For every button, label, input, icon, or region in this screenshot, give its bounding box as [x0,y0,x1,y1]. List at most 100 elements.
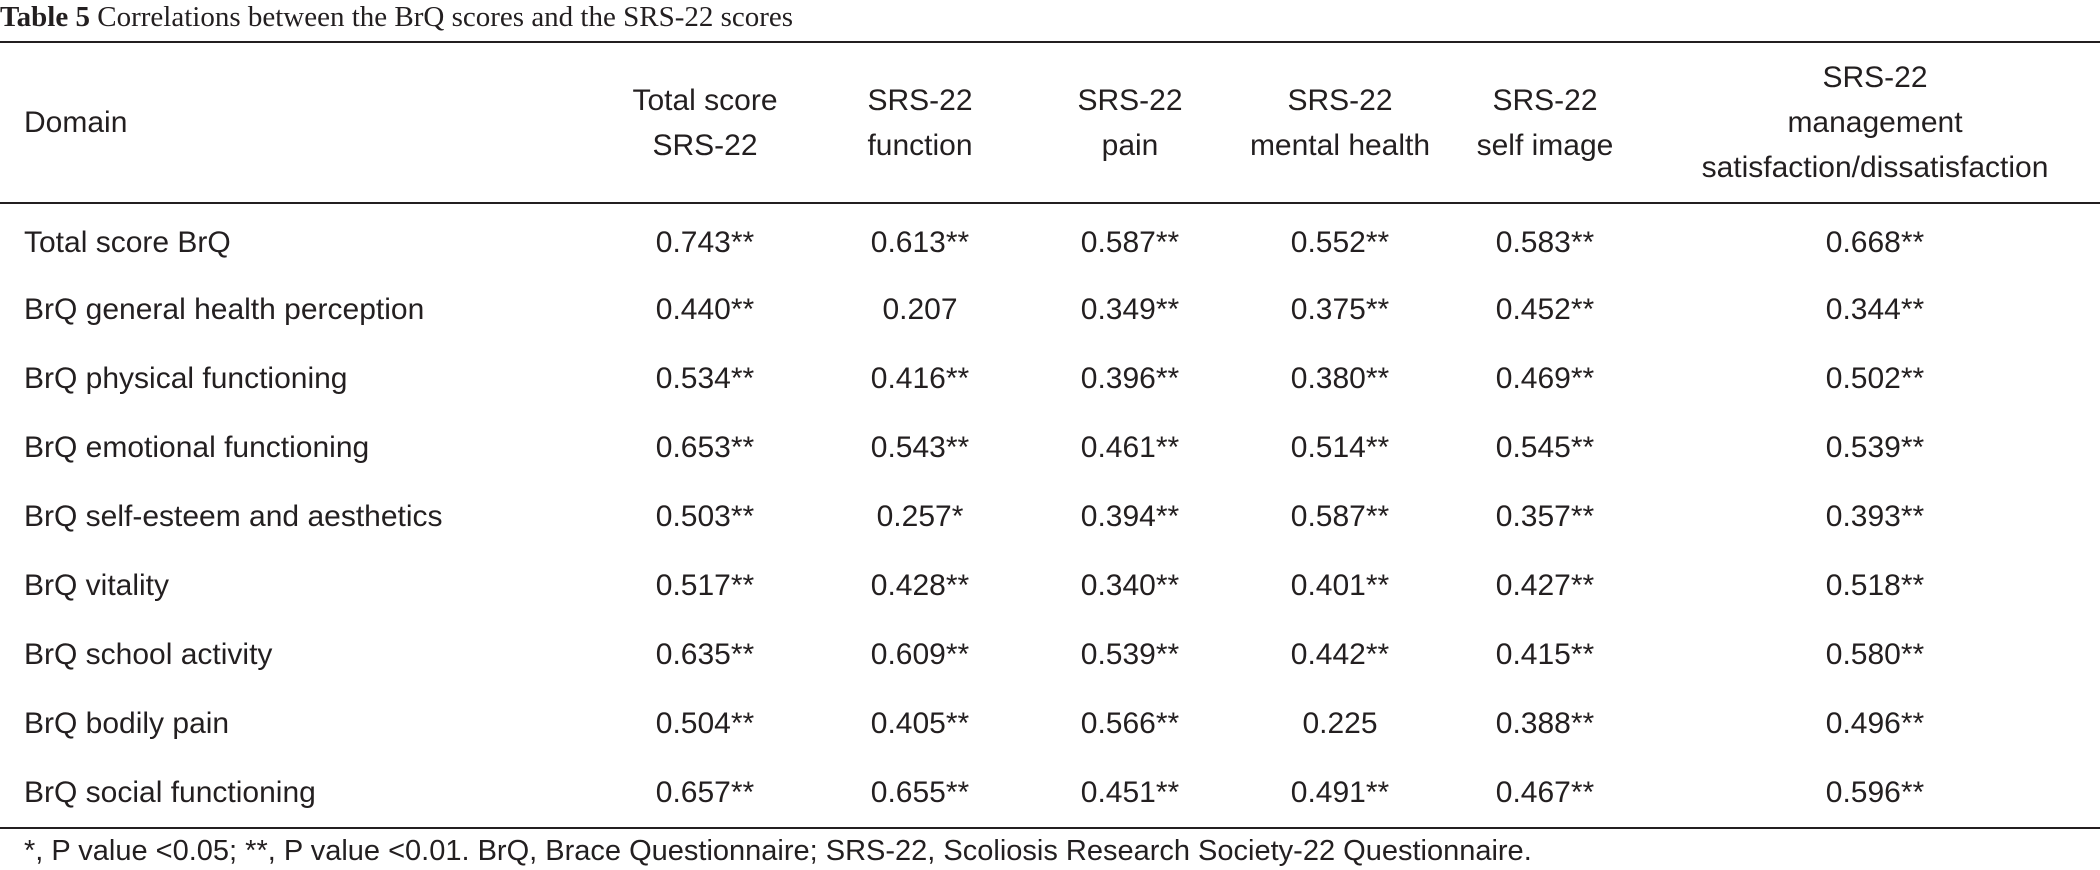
table-row: BrQ physical functioning 0.534** 0.416** 0.… [0,344,2100,413]
column-header-line: function [867,128,973,162]
correlation-value: 0.357** [1495,499,1595,533]
column-header-line: SRS-22 [1077,83,1183,117]
column-header: SRS-22 self image [1440,41,1650,204]
header-row: Domain Total score SRS-22 SRS-22 function SRS… [0,41,2100,204]
correlation-value: 0.461** [1080,430,1180,464]
column-header-line: mental health [1249,128,1431,162]
column-header: Total score SRS-22 [590,41,820,204]
correlation-value: 0.415** [1495,637,1595,671]
correlation-value: 0.440** [655,292,755,326]
correlation-value: 0.340** [1080,568,1180,602]
table-row: BrQ vitality 0.517** 0.428** 0.340** 0.401**… [0,551,2100,620]
correlation-value: 0.534** [655,361,755,395]
column-header-line: pain [1101,128,1159,162]
correlation-value: 0.401** [1290,568,1390,602]
correlation-value: 0.587** [1290,499,1390,533]
table-body: Total score BrQ 0.743** 0.613** 0.587** 0.55… [0,203,2100,829]
table-row: BrQ school activity 0.635** 0.609** 0.539**… [0,620,2100,689]
correlation-value: 0.580** [1825,637,1925,671]
correlation-value: 0.587** [1080,225,1180,259]
correlation-value: 0.539** [1080,637,1180,671]
correlation-value: 0.545** [1495,430,1595,464]
correlation-value: 0.504** [655,706,755,740]
correlation-value: 0.442** [1290,637,1390,671]
table-caption: Table 5 Correlations between the BrQ sco… [0,0,793,36]
correlation-value: 0.583** [1495,225,1595,259]
row-label: BrQ school activity [24,637,273,671]
row-label: BrQ vitality [24,568,170,602]
correlation-value: 0.657** [590,758,820,829]
correlation-table: Domain Total score SRS-22 SRS-22 function SRS… [0,41,2100,829]
correlation-value: 0.543** [870,430,970,464]
column-header-line: self image [1476,128,1614,162]
table-row: Total score BrQ 0.743** 0.613** 0.587** 0.55… [0,203,2100,275]
correlation-value: 0.469** [1495,361,1595,395]
column-header-line: SRS-22 [1822,61,1928,94]
table-row: BrQ social functioning 0.657** 0.655** 0.45… [0,758,2100,829]
row-label: BrQ emotional functioning [24,430,370,464]
correlation-value: 0.428** [870,568,970,602]
correlation-value: 0.539** [1825,430,1925,464]
correlation-value: 0.668** [1825,225,1925,259]
correlation-value: 0.394** [1080,499,1180,533]
correlation-value: 0.596** [1650,758,2100,829]
column-header-line: Total score [632,83,778,117]
correlation-value: 0.467** [1440,758,1650,829]
table-row: BrQ general health perception 0.440** 0.20… [0,275,2100,344]
column-header-line: satisfaction/dissatisfaction [1701,151,2049,184]
correlation-value: 0.613** [870,225,970,259]
correlation-value: 0.655** [820,758,1020,829]
row-label: BrQ bodily pain [24,706,230,740]
row-label: BrQ physical functioning [24,361,348,395]
table-footnote: *, P value <0.05; **, P value <0.01. BrQ… [24,835,1532,867]
correlation-value: 0.502** [1825,361,1925,395]
correlation-value: 0.452** [1495,292,1595,326]
row-label: BrQ general health perception [24,292,425,326]
column-header-line: SRS-22 [867,83,973,117]
correlation-value: 0.552** [1290,225,1390,259]
correlation-value: 0.503** [655,499,755,533]
correlation-value: 0.451** [1020,758,1240,829]
correlation-value: 0.514** [1290,430,1390,464]
correlation-value: 0.653** [655,430,755,464]
row-label: BrQ self-esteem and aesthetics [24,499,443,533]
column-header: SRS-22 pain [1020,41,1240,204]
table-row: BrQ bodily pain 0.504** 0.405** 0.566** 0.22… [0,689,2100,758]
table-row: BrQ emotional functioning 0.653** 0.543** 0… [0,413,2100,482]
table-caption-text: Correlations between the BrQ scores and … [97,1,794,33]
correlation-value: 0.416** [870,361,970,395]
correlation-value: 0.496** [1825,706,1925,740]
column-header: SRS-22 mental health [1240,41,1440,204]
correlation-value: 0.609** [870,637,970,671]
table-header: Domain Total score SRS-22 SRS-22 function SRS… [0,41,2100,204]
column-header-line: management [1787,106,1963,139]
row-label: Total score BrQ [24,225,231,259]
correlation-value: 0.396** [1080,361,1180,395]
correlation-value: 0.257* [876,499,964,533]
correlation-value: 0.427** [1495,568,1595,602]
correlation-value: 0.393** [1825,499,1925,533]
correlation-value: 0.743** [655,225,755,259]
correlation-value: 0.375** [1290,292,1390,326]
correlation-value: 0.517** [655,568,755,602]
correlation-value: 0.344** [1825,292,1925,326]
correlation-value: 0.566** [1080,706,1180,740]
column-header: Domain [0,41,590,204]
column-header-line: Domain [24,106,128,139]
column-header: SRS-22 function [820,41,1020,204]
row-label: BrQ social functioning [0,758,590,829]
correlation-value: 0.491** [1240,758,1440,829]
column-header: SRS-22 management satisfaction/dissatisfac… [1650,41,2100,204]
correlation-value: 0.635** [655,637,755,671]
table-caption-label: Table 5 [0,1,90,33]
column-header-line: SRS-22 [1287,83,1393,117]
correlation-value: 0.225 [1302,706,1378,740]
correlation-value: 0.518** [1825,568,1925,602]
correlation-value: 0.380** [1290,361,1390,395]
correlation-value: 0.207 [882,292,958,326]
correlation-value: 0.349** [1080,292,1180,326]
correlation-value: 0.388** [1495,706,1595,740]
column-header-line: SRS-22 [652,128,758,162]
correlation-value: 0.405** [870,706,970,740]
column-header-line: SRS-22 [1492,83,1598,117]
